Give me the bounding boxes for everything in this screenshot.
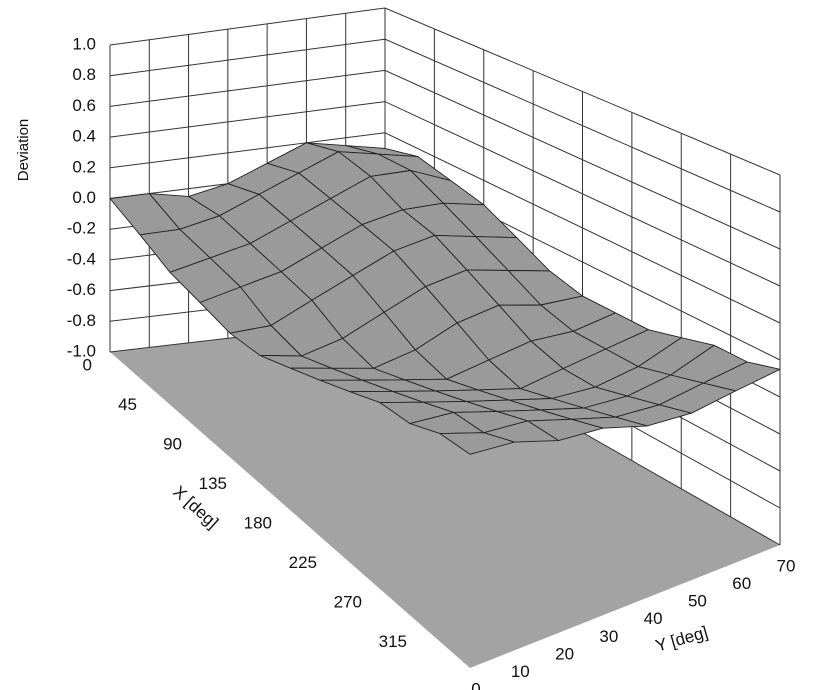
y-tick-label: 0 — [471, 679, 480, 690]
y-tick-label: 10 — [511, 662, 530, 681]
floor — [110, 320, 780, 668]
x-tick-label: 315 — [379, 632, 407, 651]
x-tick-label: 225 — [289, 553, 317, 572]
x-tick-label: 45 — [118, 395, 137, 414]
y-tick-label: 50 — [688, 592, 707, 611]
z-tick-label: 0.6 — [72, 96, 96, 115]
x-tick-label: 135 — [199, 474, 227, 493]
y-tick-label: 20 — [555, 644, 574, 663]
z-tick-label: 1.0 — [72, 34, 96, 53]
z-tick-label: 0.2 — [72, 157, 96, 176]
x-tick-label: 270 — [334, 592, 362, 611]
z-tick-label: -1.0 — [67, 341, 96, 360]
x-tick-label: 0 — [83, 355, 92, 374]
z-tick-label: 0.0 — [72, 188, 96, 207]
y-tick-label: 30 — [599, 627, 618, 646]
z-tick-label: -0.2 — [67, 219, 96, 238]
z-tick-label: -0.6 — [67, 280, 96, 299]
y-tick-label: 70 — [777, 556, 796, 575]
z-tick-label: 0.4 — [72, 127, 96, 146]
z-tick-label: -0.4 — [67, 249, 96, 268]
x-tick-label: 90 — [163, 434, 182, 453]
surface-cell — [439, 432, 515, 455]
z-tick-label: -0.8 — [67, 311, 96, 330]
y-tick-label: 40 — [644, 609, 663, 628]
grid-line — [109, 7, 781, 176]
z-axis-title: Deviation — [15, 119, 32, 182]
z-tick-label: 0.8 — [72, 65, 96, 84]
y-tick-label: 60 — [732, 574, 751, 593]
x-tick-label: 180 — [244, 513, 272, 532]
